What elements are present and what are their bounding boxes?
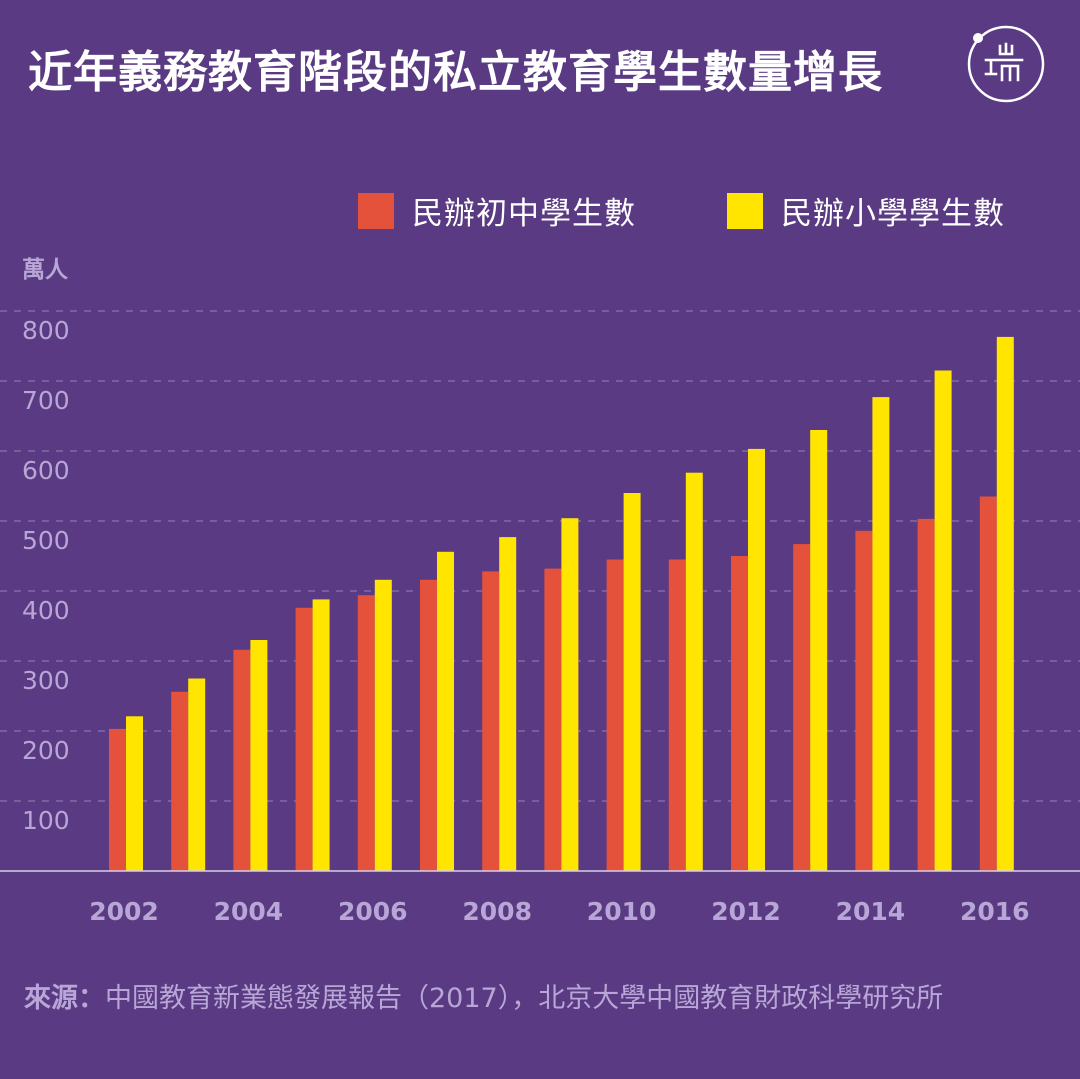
- y-axis-unit-label: 萬人: [22, 257, 68, 283]
- bar-primary-school: [374, 579, 392, 871]
- bar-primary-school: [810, 430, 828, 871]
- x-tick-label: 2014: [836, 897, 906, 926]
- x-tick-label: 2010: [587, 897, 657, 926]
- bar-primary-school: [312, 599, 330, 871]
- bar-middle-school: [731, 556, 748, 871]
- bar-middle-school: [171, 691, 189, 871]
- y-tick-label: 700: [22, 386, 70, 415]
- bar-middle-school: [109, 728, 126, 871]
- y-tick-label: 200: [22, 736, 70, 765]
- bar-middle-school: [233, 649, 251, 871]
- bar-middle-school: [668, 559, 686, 871]
- y-tick-label: 300: [22, 666, 70, 695]
- bar-primary-school: [872, 397, 890, 871]
- bar-middle-school: [917, 518, 935, 871]
- bar-primary-school: [188, 678, 206, 871]
- x-tick-label: 2008: [462, 897, 532, 926]
- bar-primary-school: [437, 551, 454, 871]
- y-tick-label: 800: [22, 316, 70, 345]
- legend-item-middle-school: 民辦初中學生數: [358, 188, 636, 233]
- source-note: 來源：中國教育新業態發展報告（2017），北京大學中國教育財政科學研究所: [24, 976, 943, 1015]
- x-tick-label: 2004: [214, 897, 284, 926]
- bar-primary-school: [748, 448, 765, 871]
- bar-middle-school: [855, 530, 873, 871]
- y-tick-label: 400: [22, 596, 70, 625]
- source-text: 中國教育新業態發展報告（2017），北京大學中國教育財政科學研究所: [105, 983, 944, 1014]
- y-tick-label: 100: [22, 806, 70, 835]
- x-tick-label: 2002: [89, 897, 159, 926]
- source-label: 來源：: [24, 983, 105, 1014]
- y-tick-label: 500: [22, 526, 70, 555]
- bar-primary-school: [934, 370, 952, 871]
- bar-primary-school: [685, 472, 703, 871]
- legend-swatch-middle-school: [358, 192, 394, 229]
- bar-primary-school: [996, 336, 1014, 871]
- x-tick-label: 2006: [338, 897, 408, 926]
- legend-swatch-primary-school: [727, 192, 763, 229]
- x-tick-label: 2012: [711, 897, 781, 926]
- x-tick-label: 2016: [960, 897, 1030, 926]
- chart-title: 近年義務教育階段的私立教育學生數量增長: [28, 47, 883, 98]
- bar-primary-school: [499, 537, 517, 871]
- bar-middle-school: [295, 607, 313, 871]
- bar-chart: 100 200 300 400 500 600 700 800 2002 2004 2006 2008…: [0, 310, 1080, 926]
- legend-label-middle-school: 民辦初中學生數: [412, 196, 636, 232]
- bar-middle-school: [793, 544, 811, 871]
- bar-middle-school: [482, 571, 500, 871]
- bar-primary-school: [126, 716, 143, 871]
- legend-item-primary-school: 民辦小學學生數: [727, 188, 1005, 233]
- bar-middle-school: [420, 579, 437, 871]
- legend-label-primary-school: 民辦小學學生數: [781, 196, 1005, 232]
- bar-middle-school: [544, 568, 562, 871]
- logo-icon: [967, 25, 1045, 103]
- bar-middle-school: [357, 595, 375, 871]
- bar-primary-school: [250, 640, 268, 871]
- bar-primary-school: [561, 518, 579, 871]
- bar-middle-school: [979, 496, 997, 871]
- bar-primary-school: [623, 493, 641, 871]
- bar-middle-school: [606, 559, 624, 871]
- legend: 民辦初中學生數 民辦小學學生數: [0, 188, 1080, 232]
- y-tick-label: 600: [22, 456, 70, 485]
